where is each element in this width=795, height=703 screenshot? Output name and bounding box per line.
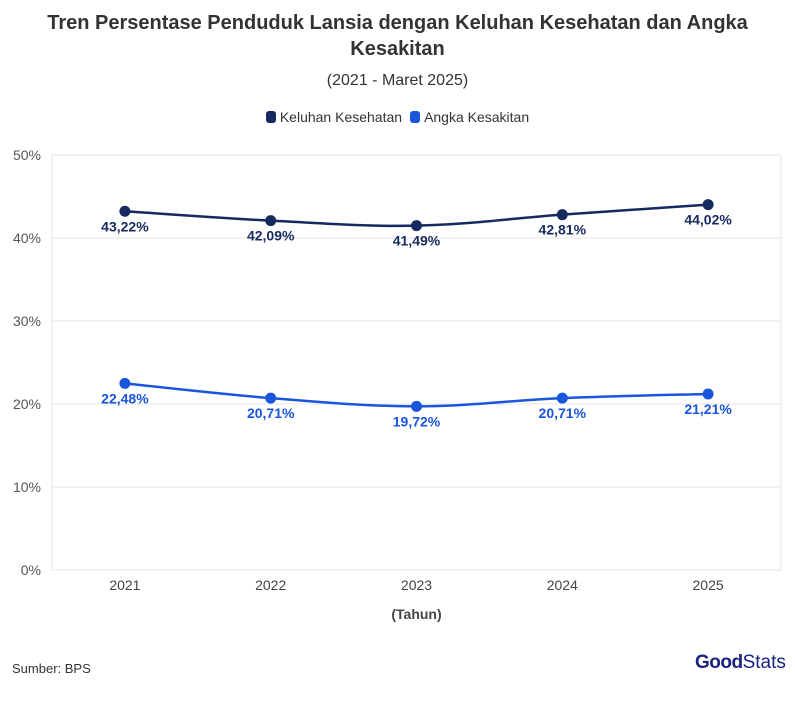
data-point <box>411 400 422 412</box>
data-label: 20,71% <box>539 405 587 421</box>
y-tick-label: 10% <box>13 479 41 495</box>
data-point <box>556 392 568 404</box>
chart-subtitle: (2021 - Maret 2025) <box>326 72 469 89</box>
data-point <box>119 377 131 389</box>
data-point <box>265 215 277 227</box>
legend-label: Keluhan Kesehatan <box>279 109 403 125</box>
data-label: 21,21% <box>684 401 732 417</box>
data-point <box>556 209 568 221</box>
y-tick-label: 50% <box>13 147 41 163</box>
legend: Keluhan Kesehatan Angka Kesakitan <box>0 109 795 125</box>
legend-swatch <box>410 111 421 123</box>
x-tick-label: 2025 <box>693 577 724 593</box>
x-tick-label: 2022 <box>255 577 286 593</box>
data-label: 41,49% <box>393 233 441 249</box>
x-tick-label: 2021 <box>109 577 140 593</box>
data-label: 19,72% <box>393 413 441 429</box>
y-tick-label: 30% <box>13 313 41 329</box>
chart-title: Tren Persentase Penduduk Lansia dengan K… <box>47 12 748 60</box>
data-label: 22,48% <box>101 390 149 406</box>
data-label: 44,02% <box>684 212 732 228</box>
legend-swatch <box>265 111 276 123</box>
source-note: Sumber: BPS <box>12 661 91 676</box>
legend-label: Angka Kesakitan <box>424 109 530 125</box>
data-label: 42,09% <box>247 228 295 244</box>
x-tick-label: 2024 <box>547 577 578 593</box>
data-point <box>702 199 714 211</box>
data-point <box>119 205 131 217</box>
data-point <box>702 388 714 400</box>
y-tick-label: 20% <box>13 396 41 412</box>
y-tick-label: 0% <box>21 562 41 578</box>
data-point <box>411 220 422 232</box>
legend-item-kesakitan[interactable]: Angka Kesakitan <box>410 109 529 125</box>
data-label: 42,81% <box>539 222 587 238</box>
goodstats-logo: GoodStats <box>695 652 786 673</box>
data-point <box>265 392 277 404</box>
y-tick-label: 40% <box>13 230 41 246</box>
x-tick-label: 2023 <box>401 577 432 593</box>
legend-item-keluhan[interactable]: Keluhan Kesehatan <box>265 109 403 125</box>
data-label: 20,71% <box>247 405 295 421</box>
data-label: 43,22% <box>101 218 149 234</box>
x-axis-title: (Tahun) <box>391 606 441 622</box>
